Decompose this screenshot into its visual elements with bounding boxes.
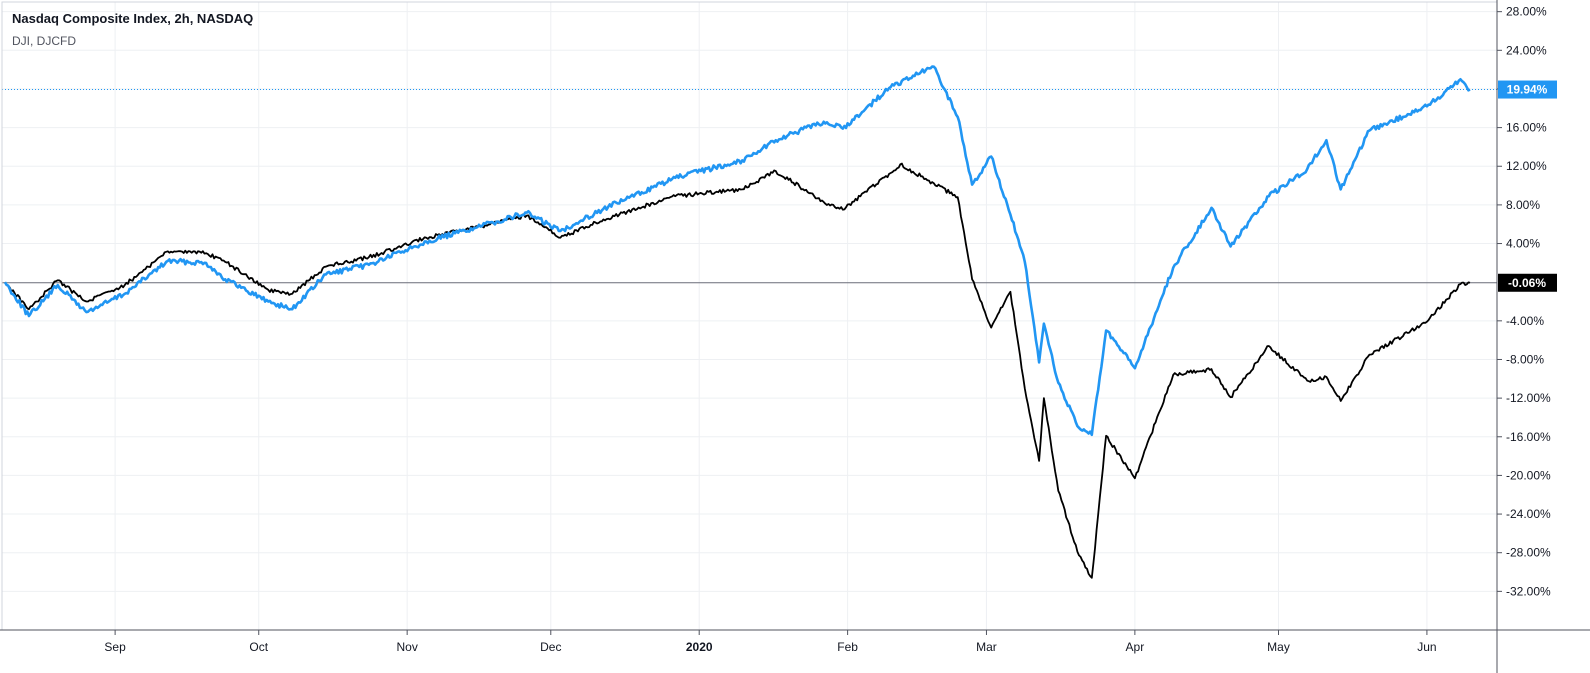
- y-tick-label: 12.00%: [1506, 159, 1547, 173]
- legend-compare-symbol[interactable]: DJI, DJCFD: [12, 34, 76, 48]
- y-tick-label: -28.00%: [1506, 546, 1551, 560]
- chart-legend: Nasdaq Composite Index, 2h, NASDAQ DJI, …: [12, 11, 253, 48]
- y-tick-label: 28.00%: [1506, 5, 1547, 19]
- nasdaq-last-value-badge-text: 19.94%: [1507, 83, 1548, 97]
- y-tick-label: -8.00%: [1506, 352, 1544, 366]
- legend-main-symbol[interactable]: Nasdaq Composite Index, 2h, NASDAQ: [12, 11, 253, 26]
- nasdaq-last-value-badge: 19.94%: [1498, 80, 1557, 99]
- plot-frame: [1, 1, 1498, 631]
- series-layer: [3, 65, 1471, 579]
- x-tick-label: Dec: [540, 640, 561, 654]
- x-tick-label: Nov: [396, 640, 417, 654]
- y-tick-label: 24.00%: [1506, 43, 1547, 57]
- x-tick-label: Mar: [976, 640, 997, 654]
- y-axis-ticks: 28.00%24.00%20.00%16.00%12.00%8.00%4.00%…: [1506, 5, 1551, 599]
- y-tick-label: -20.00%: [1506, 468, 1551, 482]
- nasdaq-last-value-badge-bg: [1498, 80, 1557, 99]
- y-tick-label: -32.00%: [1506, 584, 1551, 598]
- dji-last-value-badge-bg: [1498, 273, 1557, 292]
- y-tick-label: 8.00%: [1506, 198, 1540, 212]
- x-axis-ticks: Sep Oct Nov Dec 2020 Feb Mar Apr May Jun: [104, 640, 1436, 654]
- x-tick-label: Oct: [249, 640, 268, 654]
- y-tick-label: -24.00%: [1506, 507, 1551, 521]
- x-tick-label: Jun: [1417, 640, 1436, 654]
- x-tick-label: May: [1267, 640, 1290, 654]
- last-value-badges: 19.94% -0.06%: [1498, 80, 1557, 292]
- reference-lines: [2, 89, 1497, 284]
- x-tick-label: 2020: [686, 640, 713, 654]
- y-tick-label: -12.00%: [1506, 391, 1551, 405]
- y-tick-label: 4.00%: [1506, 237, 1540, 251]
- dji-line[interactable]: [4, 162, 1471, 579]
- dji-last-value-badge: -0.06%: [1498, 273, 1557, 292]
- y-tick-label: -16.00%: [1506, 430, 1551, 444]
- x-tick-label: Apr: [1126, 640, 1145, 654]
- nasdaq-line[interactable]: [3, 65, 1471, 437]
- y-tick-label: 16.00%: [1506, 121, 1547, 135]
- x-tick-label: Feb: [837, 640, 858, 654]
- grid-layer: [2, 2, 1497, 630]
- y-tick-label: -4.00%: [1506, 314, 1544, 328]
- x-tick-label: Sep: [104, 640, 126, 654]
- dji-last-value-badge-text: -0.06%: [1508, 276, 1546, 290]
